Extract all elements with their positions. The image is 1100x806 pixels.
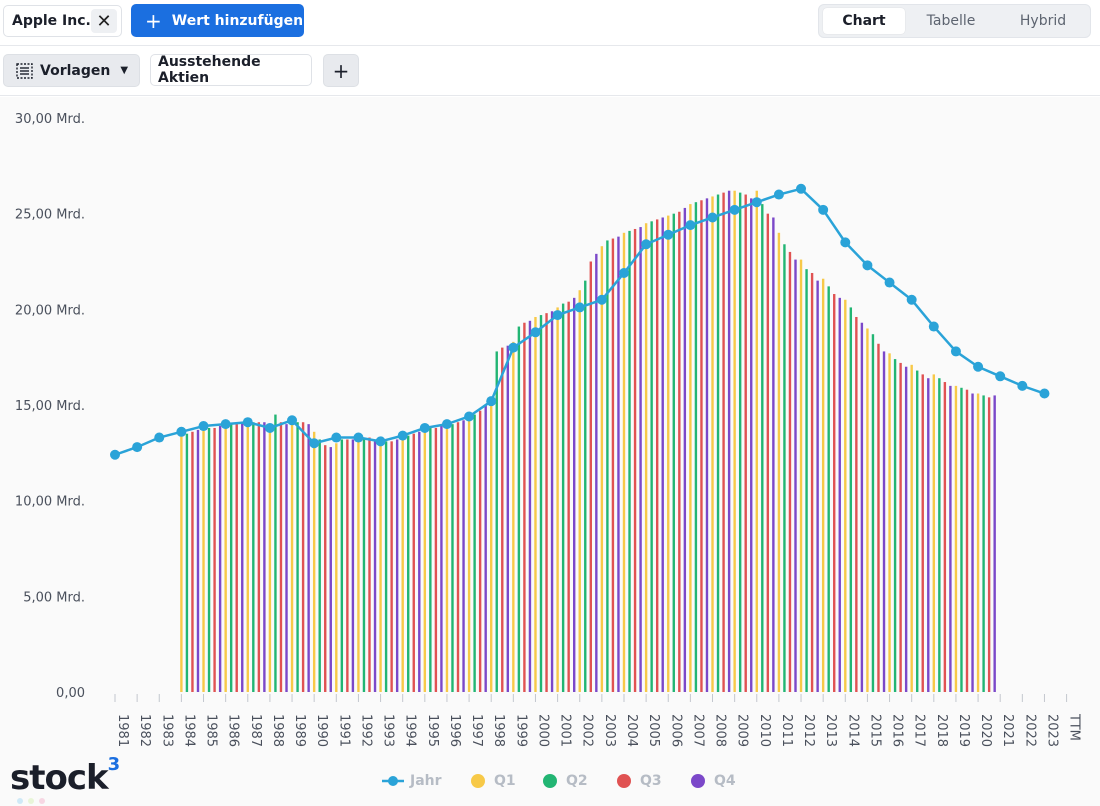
tab-tabelle[interactable]: Tabelle: [926, 13, 976, 29]
stock3-logo: stock3: [10, 754, 120, 798]
chart-area: [0, 97, 1100, 806]
tab-chart[interactable]: Chart: [823, 8, 905, 34]
close-icon[interactable]: ✕: [91, 9, 117, 33]
tab-hybrid[interactable]: Hybrid: [1019, 13, 1067, 29]
plus-icon: +: [332, 58, 350, 83]
templates-button[interactable]: Vorlagen ▼: [3, 54, 140, 87]
company-chip-label: Apple Inc.: [12, 13, 91, 29]
templates-label: Vorlagen: [40, 62, 111, 79]
legend-item-q2[interactable]: Q2: [543, 770, 588, 792]
top-toolbar: Apple Inc. ✕ + Wert hinzufügen Chart Tab…: [0, 0, 1100, 46]
legend-item-q3[interactable]: Q3: [617, 770, 662, 792]
line-marker-icon: [382, 776, 404, 786]
legend-dot-icon: [691, 774, 705, 788]
metric-chip-label: Ausstehende Aktien: [158, 54, 261, 86]
add-value-label: Wert hinzufügen: [171, 12, 304, 29]
metric-chip[interactable]: Ausstehende Aktien: [150, 54, 312, 86]
legend-item-q4[interactable]: Q4: [691, 770, 736, 792]
legend-label: Jahr: [410, 773, 442, 789]
templates-icon: [16, 62, 33, 79]
legend-label: Q1: [494, 773, 516, 789]
legend-item-q1[interactable]: Q1: [471, 770, 516, 792]
view-switcher: Chart Tabelle Hybrid: [818, 4, 1091, 38]
logo-dots: [17, 798, 45, 804]
legend-label: Q3: [640, 773, 662, 789]
legend-label: Q4: [714, 773, 736, 789]
legend-dot-icon: [471, 774, 485, 788]
legend-dot-icon: [543, 774, 557, 788]
chevron-down-icon: ▼: [120, 65, 129, 76]
legend-label: Q2: [566, 773, 588, 789]
plus-icon: +: [145, 8, 162, 33]
company-chip[interactable]: Apple Inc. ✕: [3, 5, 122, 37]
add-metric-button[interactable]: +: [323, 54, 359, 87]
legend-item-jahr[interactable]: Jahr: [382, 770, 442, 792]
legend-dot-icon: [617, 774, 631, 788]
add-value-button[interactable]: + Wert hinzufügen: [131, 4, 304, 37]
